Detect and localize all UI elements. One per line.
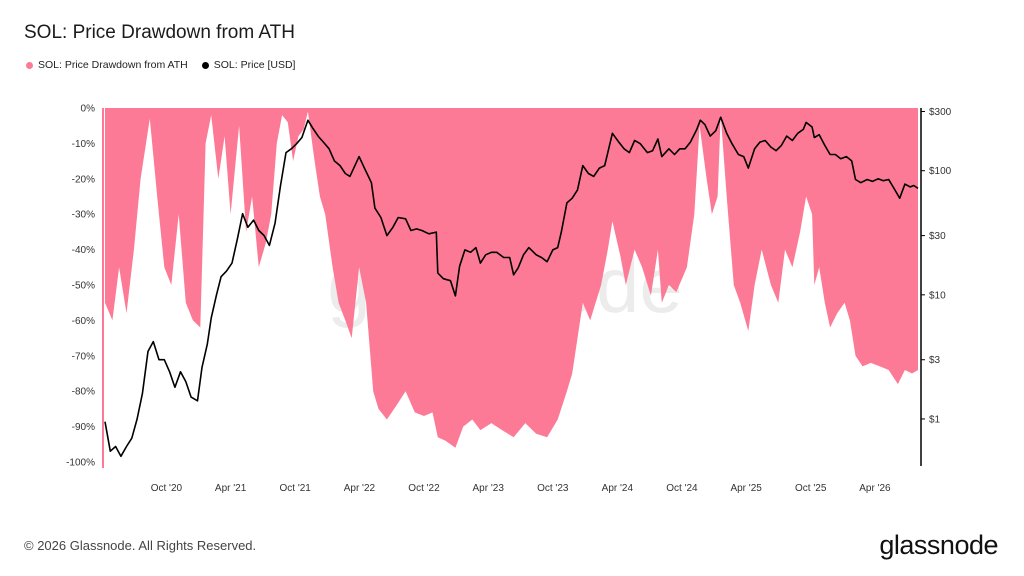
- legend-swatch-drawdown: [26, 61, 33, 69]
- chart-title: SOL: Price Drawdown from ATH: [24, 22, 296, 43]
- y-left-tick-label: -30%: [72, 210, 95, 221]
- x-tick-label: Oct '21: [280, 483, 312, 494]
- x-tick-label: Apr '24: [602, 483, 634, 494]
- x-tick-label: Oct '22: [408, 483, 440, 494]
- y-left-tick-label: 0%: [81, 104, 96, 115]
- legend-item-drawdown[interactable]: SOL: Price Drawdown from ATH: [26, 59, 188, 71]
- y-left-tick-label: -10%: [72, 139, 95, 150]
- x-tick-label: Apr '22: [344, 483, 376, 494]
- legend: SOL: Price Drawdown from ATH SOL: Price …: [26, 59, 295, 71]
- y-left-tick-label: -90%: [72, 422, 95, 433]
- axes-layer: 0% -10% -20% -30% -40% -50% -60% -70% -80% -90% -1…: [66, 104, 952, 495]
- brand-logo[interactable]: glassnode: [879, 530, 998, 560]
- legend-label-price: SOL: Price [USD]: [213, 59, 296, 71]
- price-line: [104, 116, 919, 458]
- x-tick-label: Apr '23: [473, 483, 505, 494]
- x-tick-label: Oct '24: [666, 483, 698, 494]
- y-left-tick-label: -80%: [72, 387, 95, 398]
- drawdown-area-layer: [105, 108, 918, 448]
- x-tick-label: Apr '26: [859, 483, 891, 494]
- y-left-tick-label: -100%: [66, 458, 95, 469]
- y-right-tick-label: $300: [929, 107, 952, 118]
- y-left-tick-label: -20%: [72, 174, 95, 185]
- copyright-text: © 2026 Glassnode. All Rights Reserved.: [24, 538, 257, 553]
- y-right-tick-label: $1: [929, 414, 941, 425]
- legend-item-price[interactable]: SOL: Price [USD]: [201, 59, 296, 71]
- y-left-tick-label: -60%: [72, 316, 95, 327]
- legend-swatch-price: [201, 61, 209, 69]
- price-line-layer: [104, 116, 919, 458]
- y-left-tick-label: -50%: [72, 281, 95, 292]
- y-right-tick-label: $3: [929, 355, 941, 366]
- x-tick-label: Oct '25: [795, 483, 827, 494]
- y-left-tick-label: -40%: [72, 245, 95, 256]
- x-tick-label: Apr '21: [215, 483, 247, 494]
- x-tick-label: Oct '23: [537, 483, 569, 494]
- drawdown-area: [105, 108, 918, 448]
- legend-label-drawdown: SOL: Price Drawdown from ATH: [38, 59, 188, 71]
- y-right-tick-label: $100: [929, 166, 952, 177]
- y-right-tick-label: $30: [929, 231, 946, 242]
- x-tick-label: Oct '20: [151, 483, 183, 494]
- y-right-tick-label: $10: [929, 290, 946, 301]
- x-tick-label: Apr '25: [730, 483, 762, 494]
- y-left-tick-label: -70%: [72, 351, 95, 362]
